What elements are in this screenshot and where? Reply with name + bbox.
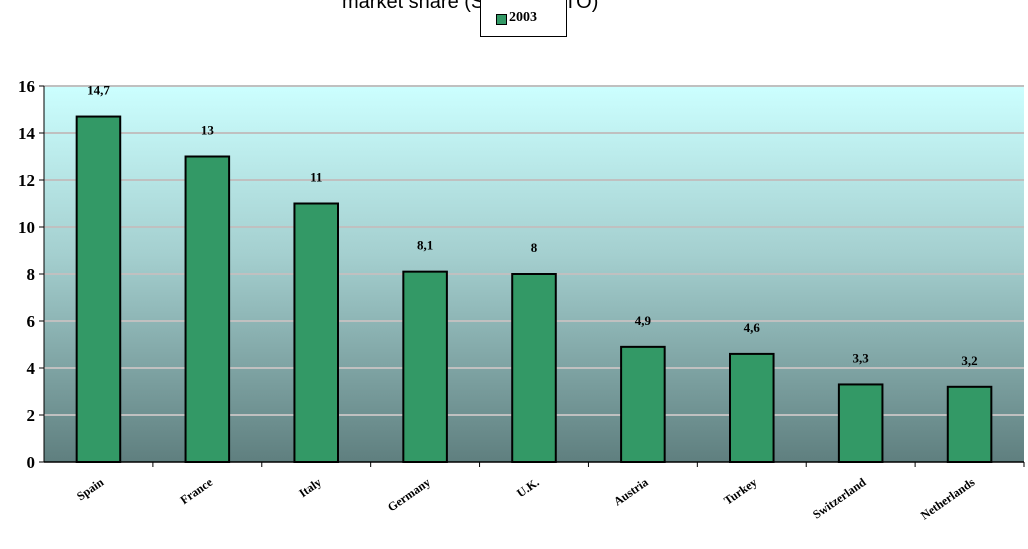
y-tick-label: 14 [18, 124, 36, 143]
data-label: 13 [201, 123, 215, 138]
bar [75, 115, 122, 464]
data-label: 11 [310, 170, 322, 185]
bar [946, 385, 993, 463]
x-tick-label: Turkey [721, 475, 759, 508]
data-labels: 14,7 13 11 8,1 8 4,9 4,6 3,3 3,2 [87, 83, 978, 368]
x-tick-label: U.K. [514, 475, 542, 500]
y-tick-label: 12 [18, 171, 35, 190]
data-label: 8 [531, 240, 538, 255]
y-tick-label: 0 [27, 453, 36, 472]
x-tick-label: Netherlands [918, 475, 978, 523]
legend: 2003 [480, 0, 567, 37]
bar [402, 270, 448, 463]
y-tick-label: 16 [18, 77, 35, 96]
bar [837, 383, 884, 464]
data-label: 3,3 [853, 350, 870, 365]
x-tick-label: Germany [385, 475, 433, 514]
bar [511, 273, 557, 463]
x-tick-label: Austria [611, 475, 651, 509]
legend-swatch [496, 14, 507, 25]
bar [729, 352, 775, 463]
legend-label: 2003 [509, 10, 537, 25]
y-tick-label: 6 [27, 312, 36, 331]
y-tick-label: 4 [27, 359, 36, 378]
data-label: 8,1 [417, 238, 433, 253]
y-tick-label: 10 [18, 218, 35, 237]
bars [75, 115, 993, 464]
x-tick-label: Switzerland [810, 475, 869, 522]
y-tick-label: 8 [27, 265, 36, 284]
bar [184, 155, 231, 463]
bar [293, 202, 340, 463]
y-tick-label: 2 [27, 406, 36, 425]
data-label: 4,6 [744, 320, 761, 335]
bar [620, 345, 666, 464]
x-axis: Spain France Italy Germany U.K. Austria Turkey… [44, 461, 1025, 523]
data-label: 14,7 [87, 83, 110, 98]
x-tick-label: Spain [74, 475, 106, 503]
data-label: 3,2 [961, 353, 977, 368]
y-axis: 0 2 4 6 8 10 12 14 16 [18, 77, 45, 472]
x-tick-label: France [178, 475, 216, 507]
x-tick-label: Italy [296, 475, 324, 500]
data-label: 4,9 [635, 313, 652, 328]
